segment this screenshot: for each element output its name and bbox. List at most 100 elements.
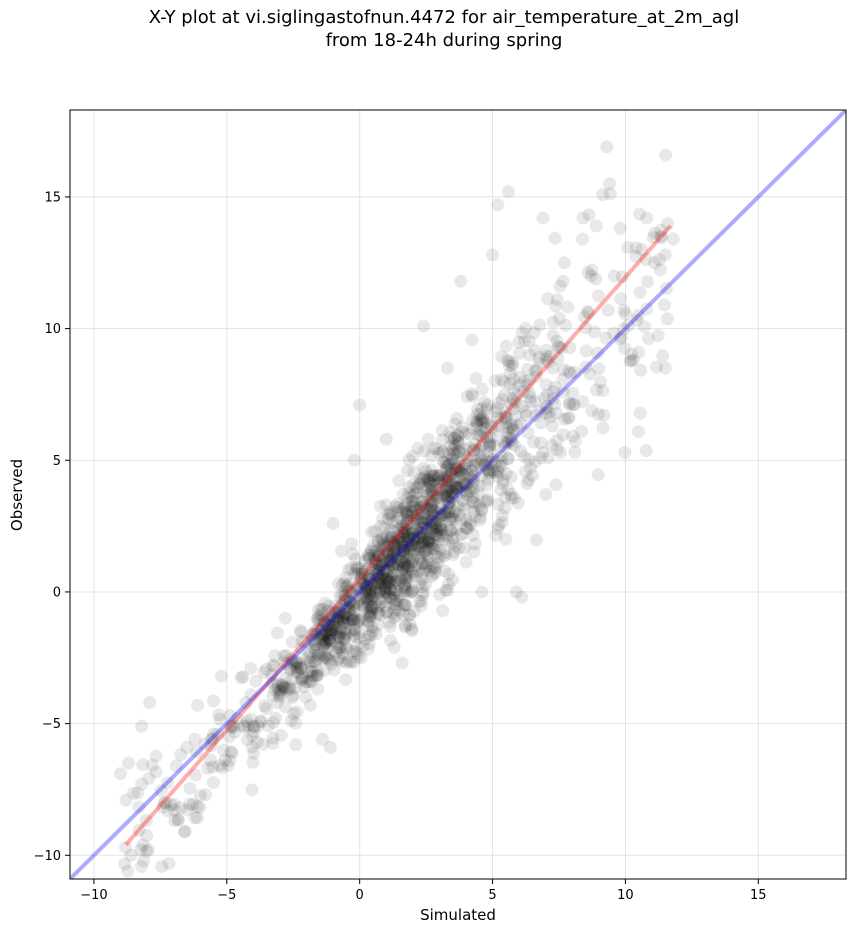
data-point [567,365,581,379]
data-point [320,624,334,638]
data-point [656,349,670,363]
data-point [483,445,497,459]
data-point [389,534,403,548]
data-point [319,636,333,650]
data-point [335,578,349,592]
data-point [266,658,280,672]
data-point [140,829,154,843]
data-point [563,398,577,412]
data-point [306,628,320,642]
data-point [504,470,518,484]
data-point [448,417,462,431]
data-point [458,457,472,471]
data-point [463,470,477,484]
data-point [449,523,463,537]
data-point [343,595,357,609]
data-point [410,524,424,538]
data-point [376,567,390,581]
data-point [395,525,409,539]
data-point [442,495,456,509]
data-point [413,522,427,536]
data-point [553,445,567,459]
data-point [390,597,404,611]
data-point [397,529,411,543]
data-point [399,567,413,581]
data-point [549,478,563,492]
data-point [467,545,481,559]
data-point [206,731,220,745]
data-point [425,484,439,498]
data-point [425,463,439,477]
data-point [338,601,352,615]
data-point [532,356,546,370]
data-point [434,509,448,523]
data-point [491,198,505,212]
data-point [361,548,375,562]
data-point [366,624,380,638]
data-point [451,434,465,448]
data-point [383,620,397,634]
data-point [499,412,513,426]
data-point [403,608,417,622]
data-point [314,627,328,641]
data-point [364,628,378,642]
data-point [373,562,387,576]
data-point [406,531,420,545]
data-point [506,422,520,436]
data-point [390,609,404,623]
data-point [563,366,577,380]
data-point [392,590,406,604]
data-point [515,399,529,413]
data-point [653,263,667,277]
y-tick-label: 0 [53,585,61,600]
data-point [457,477,471,491]
data-point [579,344,593,358]
data-point [371,544,385,558]
data-point [308,637,322,651]
data-point [342,577,356,591]
data-point [475,502,489,516]
data-point [180,740,194,754]
data-point [466,422,480,436]
data-point [521,426,535,440]
data-point [426,508,440,522]
data-point [245,740,259,754]
data-point [223,708,237,722]
data-point [402,559,416,573]
data-point [425,486,439,500]
data-point [387,594,401,608]
data-point [406,499,420,513]
data-point [293,623,307,637]
data-point [420,522,434,536]
data-point [381,512,395,526]
data-point [431,469,445,483]
data-point [371,549,385,563]
data-point [469,498,483,512]
data-point [290,665,304,679]
data-point [380,547,394,561]
data-point [270,696,284,710]
data-point [409,486,423,500]
data-point [479,414,493,428]
data-point [512,346,526,360]
data-point [556,274,570,288]
data-point [424,496,438,510]
data-point [426,567,440,581]
data-point [321,628,335,642]
data-point [312,614,326,628]
data-point [504,397,518,411]
data-point [341,607,355,621]
data-point [655,231,669,245]
data-point [523,373,537,387]
data-point [401,525,415,539]
data-point [392,531,406,545]
data-point [435,528,449,542]
data-point [274,688,288,702]
data-point [441,500,455,514]
data-point [494,449,508,463]
data-point [402,453,416,467]
data-point [460,451,474,465]
data-point [409,481,423,495]
data-point [430,539,444,553]
data-point [384,509,398,523]
